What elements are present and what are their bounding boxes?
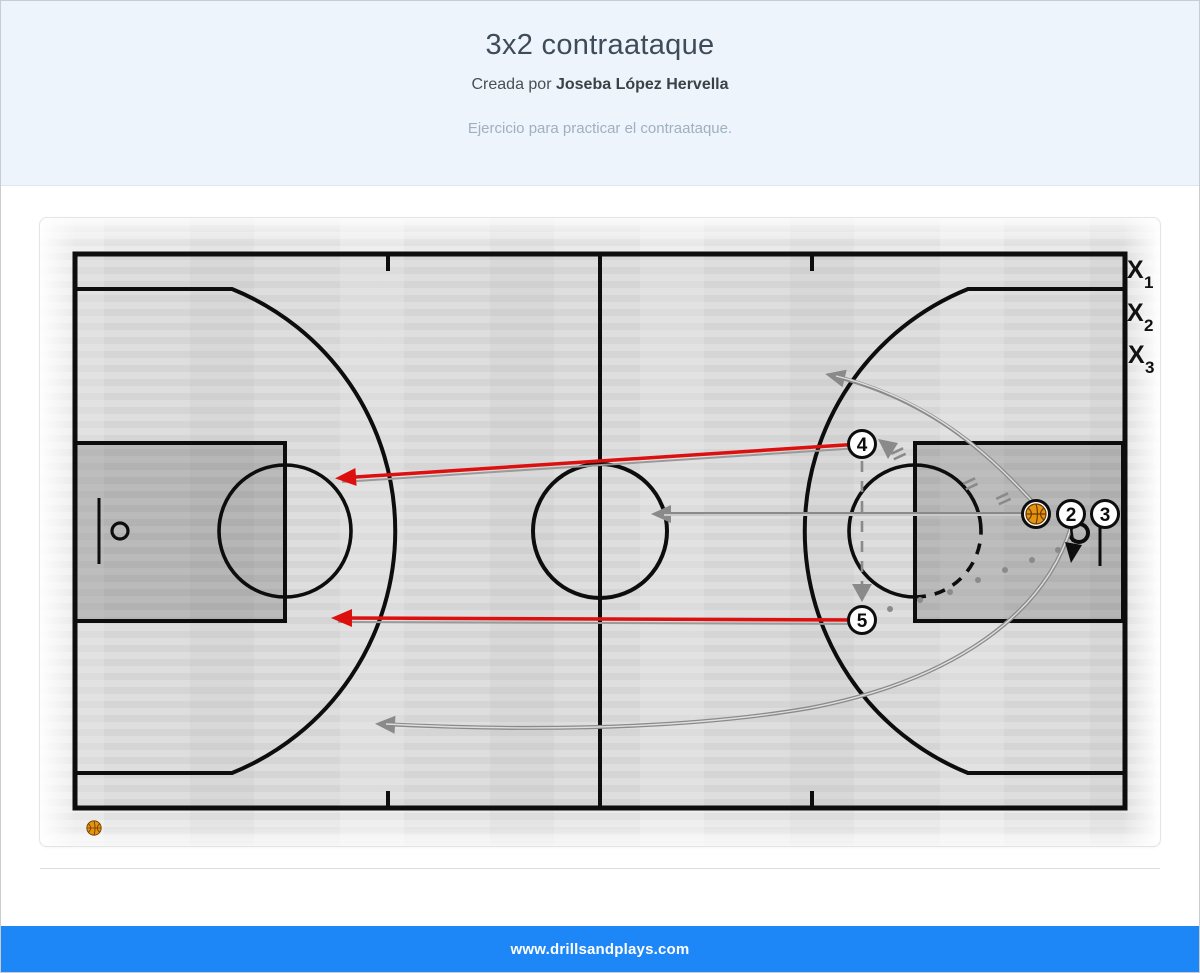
player-5-label: 5 [857, 611, 868, 632]
court-diagram-card: 4 5 2 3 [39, 217, 1161, 847]
page-title: 3x2 contraataque [485, 29, 715, 61]
player-4: 4 [847, 429, 877, 459]
left-key [75, 443, 285, 621]
pass-arrows [331, 442, 863, 628]
down-arrowhead [852, 584, 872, 602]
defenders: X 1 X 2 X 3 [1127, 256, 1154, 377]
court-diagram: 4 5 2 3 [72, 251, 1154, 836]
dotted-trail [887, 547, 1061, 612]
court-lines [72, 251, 1128, 811]
players: 4 5 2 3 [847, 429, 1120, 635]
basket-arrowhead [1065, 542, 1082, 563]
defender-x1: X [1127, 256, 1144, 284]
dribble-marks [890, 447, 1012, 506]
defender-x2: X [1127, 299, 1144, 327]
player-2-label: 2 [1066, 505, 1077, 526]
defender-x3-sub: 3 [1145, 358, 1154, 377]
left-hoop [110, 521, 130, 541]
movement-arrows [375, 369, 1082, 734]
drill-description: Ejercicio para practicar el contraataque… [467, 120, 733, 137]
small-arrowhead [878, 439, 898, 459]
defender-x2-sub: 2 [1144, 316, 1153, 335]
byline-prefix: Creada por [471, 76, 552, 93]
player-3-label: 3 [1100, 505, 1111, 526]
player-2: 2 [1056, 499, 1086, 529]
author-name: Joseba López Hervella [555, 76, 729, 93]
basketball-icon-small [86, 820, 102, 836]
defender-x1-sub: 1 [1144, 273, 1153, 292]
player-4-label: 4 [857, 435, 868, 456]
footer-bar: www.drillsandplays.com [1, 926, 1199, 972]
header: 3x2 contraataque Creada por Joseba López… [1, 1, 1199, 186]
basketball-icon [1025, 503, 1047, 525]
divider [40, 868, 1160, 869]
defender-x3: X [1128, 341, 1145, 369]
player-3: 3 [1090, 499, 1120, 529]
byline: Creada por Joseba López Hervella [1, 76, 1199, 94]
site-url-link[interactable]: www.drillsandplays.com [510, 940, 690, 958]
player-5: 5 [847, 605, 877, 635]
right-key [915, 443, 1123, 621]
ball-marker [1021, 499, 1051, 529]
